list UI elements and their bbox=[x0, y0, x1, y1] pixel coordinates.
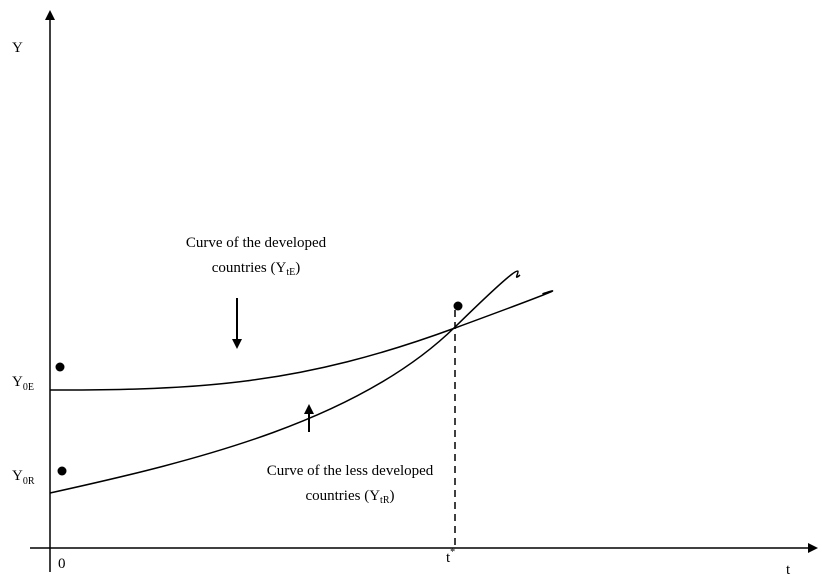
t-star-label: t* bbox=[446, 547, 455, 566]
y0r-label: Y0R bbox=[12, 468, 35, 487]
annotation-sub: tR bbox=[380, 495, 390, 506]
x-axis-label: t bbox=[786, 562, 791, 578]
annotation-tail: ) bbox=[295, 260, 300, 276]
label-base: Y bbox=[12, 468, 23, 484]
y-axis-label: Y bbox=[12, 40, 23, 56]
less-developed-curve bbox=[49, 270, 521, 494]
annotation-tail: ) bbox=[390, 488, 395, 504]
dot bbox=[57, 466, 67, 476]
annotation-text: countries (Y bbox=[305, 488, 380, 504]
annotation-line: Curve of the less developed bbox=[267, 463, 434, 479]
developed-curve bbox=[49, 290, 554, 391]
label-sub: 0E bbox=[23, 382, 34, 393]
annotation-text: countries (Y bbox=[212, 260, 287, 276]
annotation-line: countries (YtR) bbox=[305, 488, 394, 506]
annotation-line: countries (YtE) bbox=[212, 260, 300, 278]
origin-label: 0 bbox=[58, 556, 66, 572]
annotation-sub: tE bbox=[286, 267, 295, 278]
dot bbox=[453, 301, 463, 311]
label-base: Y bbox=[12, 374, 23, 390]
t-star-base: t bbox=[446, 550, 451, 566]
label-sub: 0R bbox=[23, 476, 35, 487]
t-star-sup: * bbox=[450, 547, 455, 558]
annotation-line: Curve of the developed bbox=[186, 235, 327, 251]
dot bbox=[55, 362, 65, 372]
y0e-label: Y0E bbox=[12, 374, 34, 393]
